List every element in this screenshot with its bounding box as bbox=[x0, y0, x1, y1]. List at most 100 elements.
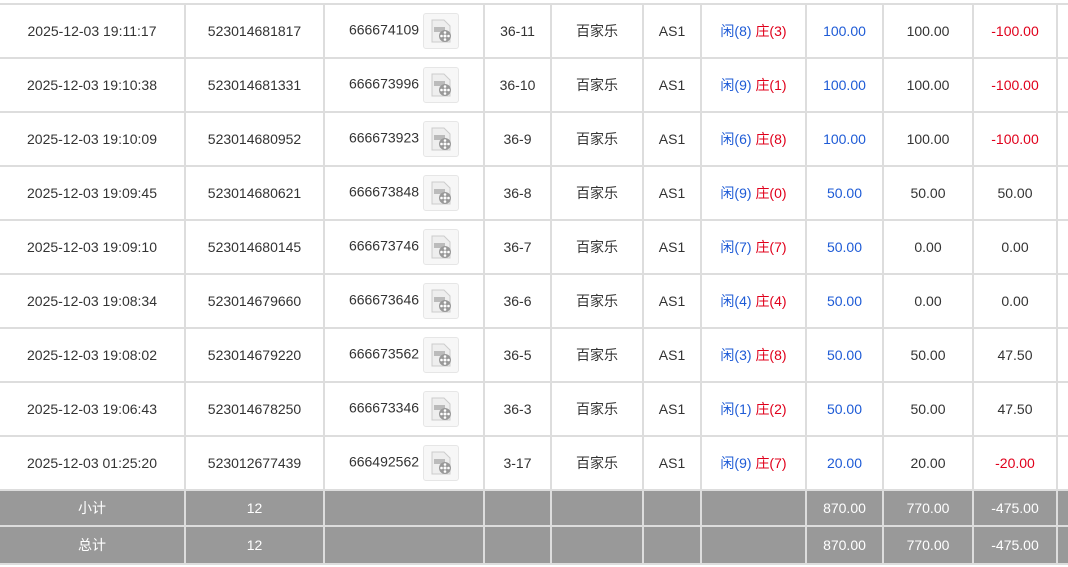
bet-amount: 100.00 bbox=[805, 3, 884, 59]
round-cell: 666673923 bbox=[323, 111, 485, 167]
game-name: 百家乐 bbox=[550, 3, 644, 59]
player-result: 闲(9) bbox=[720, 455, 752, 471]
valid-bet: 50.00 bbox=[882, 165, 974, 221]
table-number: 36-9 bbox=[483, 111, 552, 167]
result-cell: 闲(9) 庄(1) bbox=[700, 57, 807, 113]
table-row: 2025-12-03 19:09:10 523014680145 666673746… bbox=[0, 219, 1068, 275]
game-name: 百家乐 bbox=[550, 165, 644, 221]
table-row: 2025-12-03 19:10:38 523014681331 666673996… bbox=[0, 57, 1068, 113]
bet-time: 2025-12-03 19:08:02 bbox=[0, 327, 186, 383]
bet-time: 2025-12-03 19:11:17 bbox=[0, 3, 186, 59]
result-cell: 闲(9) 庄(7) bbox=[700, 435, 807, 491]
player-result: 闲(3) bbox=[720, 347, 752, 363]
room-name: AS1 bbox=[642, 435, 702, 491]
bet-amount: 50.00 bbox=[805, 327, 884, 383]
player-result: 闲(6) bbox=[720, 131, 752, 147]
subtotal-label: 小计 bbox=[0, 489, 186, 527]
video-file-icon[interactable] bbox=[423, 67, 460, 103]
round-cell: 666673996 bbox=[323, 57, 485, 113]
result-cell: 闲(8) 庄(3) bbox=[700, 3, 807, 59]
order-number: 523014681817 bbox=[184, 3, 325, 59]
room-name: AS1 bbox=[642, 165, 702, 221]
round-number: 666673848 bbox=[348, 183, 420, 200]
win-loss: -100.00 bbox=[972, 3, 1058, 59]
valid-bet: 50.00 bbox=[882, 381, 974, 437]
game-name: 百家乐 bbox=[550, 111, 644, 167]
table-row: 2025-12-03 19:09:45 523014680621 666673848… bbox=[0, 165, 1068, 221]
table-number: 36-10 bbox=[483, 57, 552, 113]
player-result: 闲(9) bbox=[720, 185, 752, 201]
order-number: 523014680952 bbox=[184, 111, 325, 167]
round-number: 666674109 bbox=[348, 21, 420, 38]
bet-amount: 100.00 bbox=[805, 111, 884, 167]
order-number: 523014678250 bbox=[184, 381, 325, 437]
win-loss: -100.00 bbox=[972, 57, 1058, 113]
total-valid: 770.00 bbox=[882, 525, 974, 565]
video-file-icon[interactable] bbox=[423, 391, 460, 427]
player-result: 闲(1) bbox=[720, 401, 752, 417]
table-row: 2025-12-03 19:11:17 523014681817 666674109… bbox=[0, 3, 1068, 59]
subtotal-count: 12 bbox=[184, 489, 325, 527]
bet-time: 2025-12-03 19:10:09 bbox=[0, 111, 186, 167]
player-result: 闲(9) bbox=[720, 77, 752, 93]
win-loss: 47.50 bbox=[972, 381, 1058, 437]
result-cell: 闲(4) 庄(4) bbox=[700, 273, 807, 329]
round-cell: 666674109 bbox=[323, 3, 485, 59]
bet-time: 2025-12-03 19:08:34 bbox=[0, 273, 186, 329]
win-loss: 0.00 bbox=[972, 219, 1058, 275]
order-number: 523014679660 bbox=[184, 273, 325, 329]
video-file-icon[interactable] bbox=[423, 445, 460, 481]
video-file-icon[interactable] bbox=[423, 121, 460, 157]
win-loss: 50.00 bbox=[972, 165, 1058, 221]
result-cell: 闲(6) 庄(8) bbox=[700, 111, 807, 167]
order-number: 523014681331 bbox=[184, 57, 325, 113]
bet-time: 2025-12-03 19:09:10 bbox=[0, 219, 186, 275]
subtotal-valid: 770.00 bbox=[882, 489, 974, 527]
game-name: 百家乐 bbox=[550, 219, 644, 275]
bet-time: 2025-12-03 19:10:38 bbox=[0, 57, 186, 113]
round-number: 666673996 bbox=[348, 75, 420, 92]
room-name: AS1 bbox=[642, 3, 702, 59]
win-loss: 47.50 bbox=[972, 327, 1058, 383]
game-name: 百家乐 bbox=[550, 57, 644, 113]
round-number: 666673562 bbox=[348, 345, 420, 362]
bet-amount: 20.00 bbox=[805, 435, 884, 491]
valid-bet: 100.00 bbox=[882, 57, 974, 113]
order-number: 523014679220 bbox=[184, 327, 325, 383]
banker-result: 庄(7) bbox=[755, 455, 787, 471]
total-label: 总计 bbox=[0, 525, 186, 565]
banker-result: 庄(2) bbox=[755, 401, 787, 417]
round-cell: 666492562 bbox=[323, 435, 485, 491]
video-file-icon[interactable] bbox=[423, 175, 460, 211]
valid-bet: 0.00 bbox=[882, 219, 974, 275]
valid-bet: 50.00 bbox=[882, 327, 974, 383]
game-name: 百家乐 bbox=[550, 435, 644, 491]
result-cell: 闲(1) 庄(2) bbox=[700, 381, 807, 437]
player-result: 闲(7) bbox=[720, 239, 752, 255]
room-name: AS1 bbox=[642, 381, 702, 437]
bet-time: 2025-12-03 01:25:20 bbox=[0, 435, 186, 491]
table-number: 36-11 bbox=[483, 3, 552, 59]
total-row: 总计 12 870.00 770.00 -475.00 bbox=[0, 525, 1068, 565]
banker-result: 庄(3) bbox=[755, 23, 787, 39]
banker-result: 庄(8) bbox=[755, 347, 787, 363]
game-name: 百家乐 bbox=[550, 273, 644, 329]
video-file-icon[interactable] bbox=[423, 337, 460, 373]
valid-bet: 0.00 bbox=[882, 273, 974, 329]
table-number: 36-5 bbox=[483, 327, 552, 383]
room-name: AS1 bbox=[642, 219, 702, 275]
video-file-icon[interactable] bbox=[423, 229, 460, 265]
order-number: 523014680145 bbox=[184, 219, 325, 275]
round-cell: 666673646 bbox=[323, 273, 485, 329]
round-number: 666673646 bbox=[348, 291, 420, 308]
banker-result: 庄(1) bbox=[755, 77, 787, 93]
round-number: 666673346 bbox=[348, 399, 420, 416]
game-name: 百家乐 bbox=[550, 327, 644, 383]
table-row: 2025-12-03 01:25:20 523012677439 666492562… bbox=[0, 435, 1068, 491]
video-file-icon[interactable] bbox=[423, 13, 460, 49]
video-file-icon[interactable] bbox=[423, 283, 460, 319]
round-cell: 666673746 bbox=[323, 219, 485, 275]
valid-bet: 20.00 bbox=[882, 435, 974, 491]
banker-result: 庄(7) bbox=[755, 239, 787, 255]
round-cell: 666673346 bbox=[323, 381, 485, 437]
